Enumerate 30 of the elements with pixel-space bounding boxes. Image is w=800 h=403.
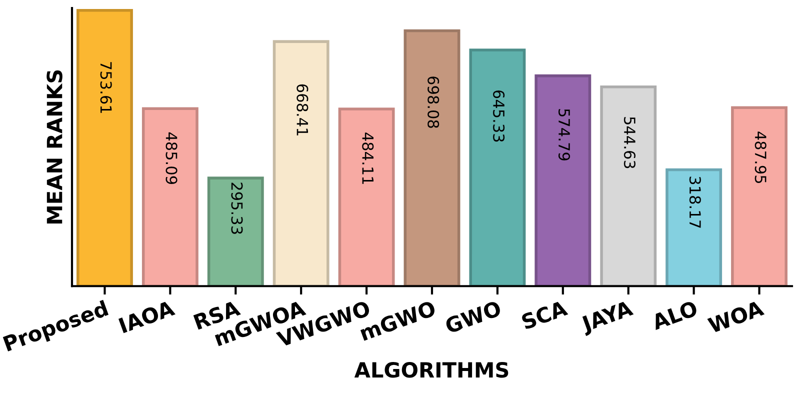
data-label: 645.33 bbox=[493, 90, 505, 142]
x-tick-label: WOA bbox=[707, 300, 765, 334]
bar bbox=[469, 48, 526, 286]
data-label: 574.79 bbox=[558, 109, 570, 160]
bar bbox=[534, 74, 592, 286]
x-tick-label: SCA bbox=[520, 300, 568, 330]
data-label: 487.95 bbox=[754, 132, 766, 183]
data-label: 295.33 bbox=[231, 182, 243, 234]
data-label: 698.08 bbox=[428, 76, 440, 128]
bar bbox=[404, 29, 460, 286]
bar bbox=[76, 9, 133, 286]
x-tick-label: IAOA bbox=[118, 300, 176, 334]
data-label: 753.61 bbox=[100, 62, 112, 113]
bar bbox=[600, 85, 657, 286]
x-tick-label: GWO bbox=[444, 300, 502, 334]
bar bbox=[731, 106, 788, 286]
bar bbox=[338, 108, 395, 286]
x-axis-title: ALGORITHMS bbox=[354, 362, 508, 378]
y-axis-title: MEAN RANKS bbox=[46, 70, 62, 224]
bar bbox=[207, 176, 264, 286]
bar bbox=[272, 40, 330, 286]
data-label: 668.41 bbox=[296, 84, 308, 136]
data-label: 318.17 bbox=[689, 176, 701, 228]
bar bbox=[142, 107, 198, 286]
data-label: 544.63 bbox=[624, 117, 636, 168]
data-label: 484.11 bbox=[362, 132, 374, 184]
x-tick-label: JAYA bbox=[579, 300, 636, 336]
bar bbox=[666, 168, 722, 286]
data-label: 485.09 bbox=[166, 132, 178, 184]
x-tick-label: ALO bbox=[650, 300, 698, 330]
